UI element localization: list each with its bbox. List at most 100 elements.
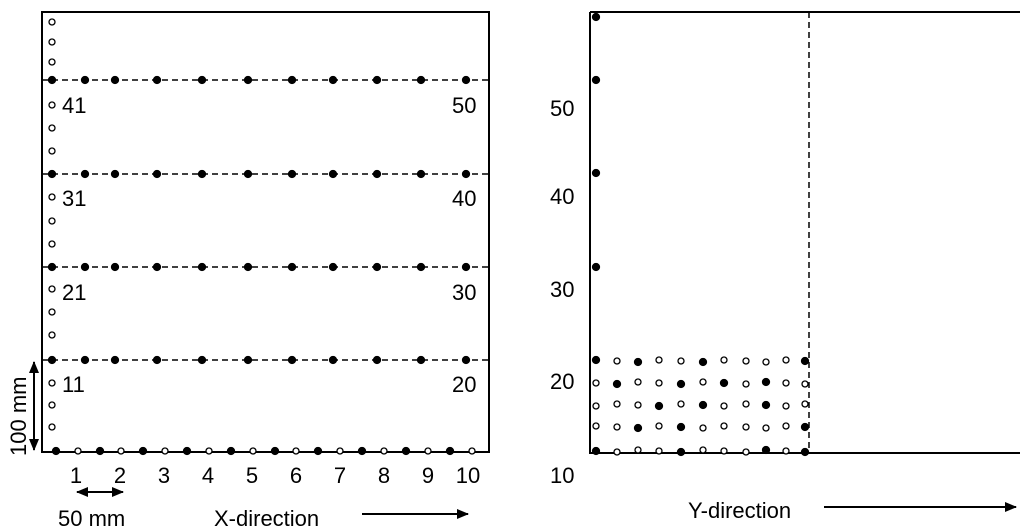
x-tick-2: 2 [114,463,126,488]
vertical-marker-2 [591,168,601,178]
row-marker-3-1 [80,355,90,365]
row-marker-0-3 [152,75,162,85]
row-marker-2-5 [243,262,253,272]
row-marker-2-9 [416,262,426,272]
row-marker-3-4 [197,355,207,365]
cluster-marker-4-0 [591,446,601,456]
column-marker-4 [48,124,56,132]
vertical-marker-3 [591,262,601,272]
cluster-marker-3-9 [782,422,790,430]
bottom-marker-9 [249,447,257,455]
cluster-marker-3-7 [742,423,750,431]
cluster-marker-3-2 [633,423,643,433]
bottom-marker-13 [336,447,344,455]
cluster-marker-4-4 [676,447,686,457]
row-label-right-40: 40 [452,186,476,211]
left-panel: 41 50 31 40 21 30 11 20 1 2 3 4 5 6 7 8 … [6,11,490,531]
column-marker-8 [48,240,56,248]
row-marker-1-4 [197,169,207,179]
cluster-marker-1-0 [592,379,600,387]
cluster-marker-1-7 [742,380,750,388]
bottom-marker-1 [74,447,82,455]
row-marker-0-4 [197,75,207,85]
cluster-marker-3-0 [592,422,600,430]
column-marker-11 [48,331,56,339]
column-marker-6 [48,193,56,201]
bottom-marker-11 [292,447,300,455]
cluster-marker-2-7 [742,400,750,408]
y-tick-20: 20 [550,369,574,394]
bottom-marker-14 [357,446,367,456]
row-marker-1-10 [461,169,471,179]
row-marker-0-0 [47,75,57,85]
cluster-marker-3-3 [655,422,663,430]
cluster-marker-3-6 [720,422,728,430]
row-marker-0-10 [461,75,471,85]
cluster-marker-0-6 [720,356,728,364]
vertical-marker-1 [591,75,601,85]
cluster-marker-3-4 [676,422,686,432]
row-label-right-50: 50 [452,93,476,118]
column-marker-5 [48,147,56,155]
cluster-marker-2-5 [698,400,708,410]
x-tick-10: 10 [456,463,480,488]
cluster-marker-3-8 [762,424,770,432]
column-marker-13 [48,401,56,409]
left-dashed-lines [42,79,489,361]
cluster-marker-0-4 [677,357,685,365]
cluster-marker-2-1 [613,400,621,408]
bottom-marker-8 [226,446,236,456]
cluster-marker-4-6 [720,447,728,455]
x-tick-4: 4 [202,463,214,488]
cluster-marker-2-10 [801,400,809,408]
y-tick-10: 10 [550,463,574,488]
column-marker-12 [48,379,56,387]
row-marker-0-1 [80,75,90,85]
row-marker-0-7 [328,75,338,85]
bottom-marker-2 [95,446,105,456]
cluster-marker-3-1 [613,423,621,431]
right-markers [591,12,810,457]
spacing-label: 50 mm [58,506,125,531]
x-tick-5: 5 [246,463,258,488]
column-marker-10 [48,308,56,316]
cluster-marker-2-2 [634,401,642,409]
cluster-marker-1-3 [655,379,663,387]
y-tick-30: 30 [550,277,574,302]
x-tick-8: 8 [378,463,390,488]
bottom-marker-19 [468,447,476,455]
column-marker-1 [48,38,56,46]
bottom-marker-5 [161,447,169,455]
row-marker-2-4 [197,262,207,272]
cluster-marker-2-0 [592,402,600,410]
bottom-marker-7 [205,447,213,455]
height-label: 100 mm [6,377,31,456]
cluster-marker-0-5 [698,357,708,367]
cluster-marker-4-1 [613,448,621,456]
cluster-marker-4-7 [742,448,750,456]
row-marker-2-10 [461,262,471,272]
row-marker-3-10 [461,355,471,365]
column-marker-7 [48,217,56,225]
bottom-marker-16 [401,446,411,456]
bottom-marker-3 [117,447,125,455]
row-marker-1-5 [243,169,253,179]
cluster-marker-1-2 [634,378,642,386]
x-tick-7: 7 [334,463,346,488]
x-tick-3: 3 [158,463,170,488]
row-labels: 41 50 31 40 21 30 11 20 [62,93,476,397]
cluster-marker-1-5 [699,378,707,386]
y-tick-40: 40 [550,184,574,209]
cluster-marker-1-9 [782,379,790,387]
cluster-marker-0-1 [613,357,621,365]
row-label-right-20: 20 [452,372,476,397]
cluster-marker-0-10 [800,356,810,366]
row-marker-0-6 [287,75,297,85]
cluster-marker-4-10 [800,447,810,457]
row-marker-1-1 [80,169,90,179]
row-marker-3-8 [372,355,382,365]
bottom-marker-0 [51,446,61,456]
row-marker-0-8 [372,75,382,85]
y-tick-50: 50 [550,96,574,121]
